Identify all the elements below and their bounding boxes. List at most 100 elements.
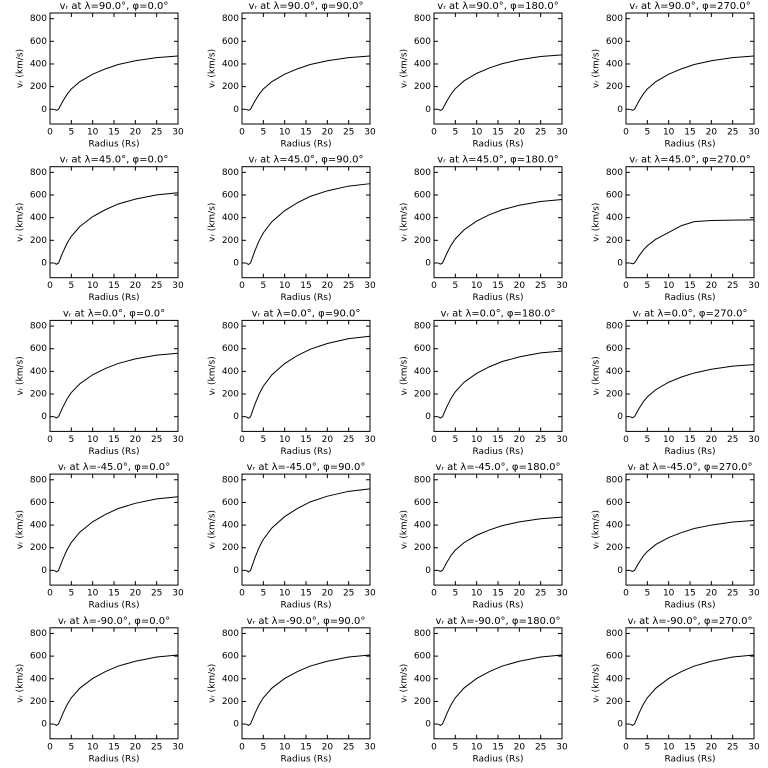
y-axis-label: vᵣ (km/s) <box>208 203 218 242</box>
y-tick-label: 200 <box>606 390 623 400</box>
y-tick-label: 0 <box>617 258 623 268</box>
data-line <box>630 219 755 265</box>
y-tick-label: 200 <box>414 236 431 246</box>
y-tick-label: 800 <box>414 168 431 178</box>
x-tick-label: 20 <box>322 435 334 445</box>
plot-frame <box>625 12 755 125</box>
x-tick-label: 30 <box>172 435 184 445</box>
panel: vᵣ at λ=90.0°, φ=180.0° 0 5 10 15 20 25 30 0 200 4… <box>400 1 568 150</box>
y-tick-label: 800 <box>606 475 623 485</box>
x-tick-label: 5 <box>68 742 74 752</box>
x-tick-label: 30 <box>364 742 376 752</box>
x-tick-label: 30 <box>556 128 568 138</box>
y-axis-label: vᵣ (km/s) <box>208 510 218 549</box>
panel: vᵣ at λ=-90.0°, φ=0.0° 0 5 10 15 20 25 30 0 200 40… <box>16 616 184 765</box>
x-tick-label: 0 <box>47 742 53 752</box>
x-tick-label: 10 <box>471 742 483 752</box>
y-tick-label: 600 <box>222 191 239 201</box>
x-tick-label: 20 <box>706 281 718 291</box>
y-tick-label: 800 <box>222 475 239 485</box>
x-axis-label: Radius (Rs) <box>664 601 715 611</box>
panel-title: vᵣ at λ=90.0°, φ=180.0° <box>437 1 558 12</box>
y-axis-label: vᵣ (km/s) <box>592 356 602 395</box>
x-axis-label: Radius (Rs) <box>280 601 331 611</box>
y-tick-label: 400 <box>222 213 239 223</box>
panel: vᵣ at λ=0.0°, φ=90.0° 0 5 10 15 20 25 30 0 200 400… <box>208 308 376 457</box>
x-tick-label: 5 <box>644 589 650 599</box>
plot-frame <box>433 166 563 279</box>
y-axis-label: vᵣ (km/s) <box>16 510 26 549</box>
panel: vᵣ at λ=0.0°, φ=0.0° 0 5 10 15 20 25 30 0 200 400 6… <box>16 308 184 457</box>
x-tick-label: 25 <box>727 281 738 291</box>
x-tick-label: 20 <box>706 128 718 138</box>
x-tick-label: 25 <box>343 128 354 138</box>
y-axis-label: vᵣ (km/s) <box>592 49 602 88</box>
x-tick-label: 25 <box>343 742 354 752</box>
x-tick-label: 10 <box>663 281 675 291</box>
y-axis-label: vᵣ (km/s) <box>208 356 218 395</box>
plot-frame <box>433 473 563 586</box>
plot-frame <box>433 319 563 432</box>
plot-frame <box>241 166 371 279</box>
x-tick-label: 5 <box>452 281 458 291</box>
x-axis-label: Radius (Rs) <box>664 754 715 764</box>
data-line <box>438 654 563 727</box>
y-tick-label: 0 <box>425 258 431 268</box>
y-tick-label: 600 <box>606 37 623 47</box>
x-tick-label: 25 <box>151 128 162 138</box>
x-tick-label: 0 <box>431 742 437 752</box>
plot-frame <box>625 627 755 740</box>
x-tick-label: 30 <box>172 589 184 599</box>
y-tick-label: 0 <box>617 566 623 576</box>
y-tick-label: 400 <box>30 674 47 684</box>
y-tick-label: 200 <box>222 390 239 400</box>
x-tick-label: 0 <box>623 281 629 291</box>
x-tick-label: 5 <box>452 589 458 599</box>
x-tick-label: 15 <box>300 128 311 138</box>
data-line <box>630 55 755 111</box>
y-tick-label: 800 <box>606 629 623 639</box>
x-axis-label: Radius (Rs) <box>664 293 715 303</box>
x-tick-label: 25 <box>535 589 546 599</box>
x-axis-label: Radius (Rs) <box>472 754 523 764</box>
x-tick-label: 15 <box>492 435 503 445</box>
x-tick-label: 10 <box>87 435 99 445</box>
x-axis-label: Radius (Rs) <box>280 140 331 150</box>
x-tick-label: 0 <box>47 281 53 291</box>
panel: vᵣ at λ=45.0°, φ=0.0° 0 5 10 15 20 25 30 0 200 400… <box>16 155 184 304</box>
y-tick-label: 800 <box>606 322 623 332</box>
x-tick-label: 15 <box>300 742 311 752</box>
plot-frame <box>49 627 179 740</box>
x-axis-label: Radius (Rs) <box>664 140 715 150</box>
y-tick-label: 400 <box>30 59 47 69</box>
x-tick-label: 25 <box>343 281 354 291</box>
y-axis-label: vᵣ (km/s) <box>400 510 410 549</box>
y-tick-label: 200 <box>606 697 623 707</box>
y-tick-label: 800 <box>606 168 623 178</box>
panel: vᵣ at λ=45.0°, φ=90.0° 0 5 10 15 20 25 30 0 200 40… <box>208 155 376 304</box>
y-tick-label: 400 <box>222 367 239 377</box>
x-tick-label: 25 <box>535 435 546 445</box>
y-axis-label: vᵣ (km/s) <box>16 203 26 242</box>
panel: vᵣ at λ=-45.0°, φ=270.0° 0 5 10 15 20 25 30 0 200… <box>592 462 760 610</box>
y-tick-label: 0 <box>233 105 239 115</box>
x-tick-label: 15 <box>492 589 503 599</box>
y-tick-label: 200 <box>30 390 47 400</box>
panel-title: vᵣ at λ=0.0°, φ=180.0° <box>440 308 555 319</box>
x-tick-label: 15 <box>492 281 503 291</box>
x-tick-label: 25 <box>727 435 738 445</box>
y-tick-label: 200 <box>414 82 431 92</box>
x-tick-label: 10 <box>87 281 99 291</box>
plot-frame <box>49 166 179 279</box>
panel: vᵣ at λ=-90.0°, φ=270.0° 0 5 10 15 20 25 30 0 200… <box>592 616 760 765</box>
x-tick-label: 30 <box>364 281 376 291</box>
x-tick-label: 30 <box>748 128 760 138</box>
y-tick-label: 400 <box>414 367 431 377</box>
x-tick-label: 0 <box>623 742 629 752</box>
x-axis-label: Radius (Rs) <box>472 140 523 150</box>
x-tick-label: 15 <box>492 128 503 138</box>
y-axis-label: vᵣ (km/s) <box>592 510 602 549</box>
panel: vᵣ at λ=90.0°, φ=90.0° 0 5 10 15 20 25 30 0 200 40… <box>208 1 376 150</box>
x-tick-label: 15 <box>300 281 311 291</box>
y-tick-label: 800 <box>414 14 431 24</box>
